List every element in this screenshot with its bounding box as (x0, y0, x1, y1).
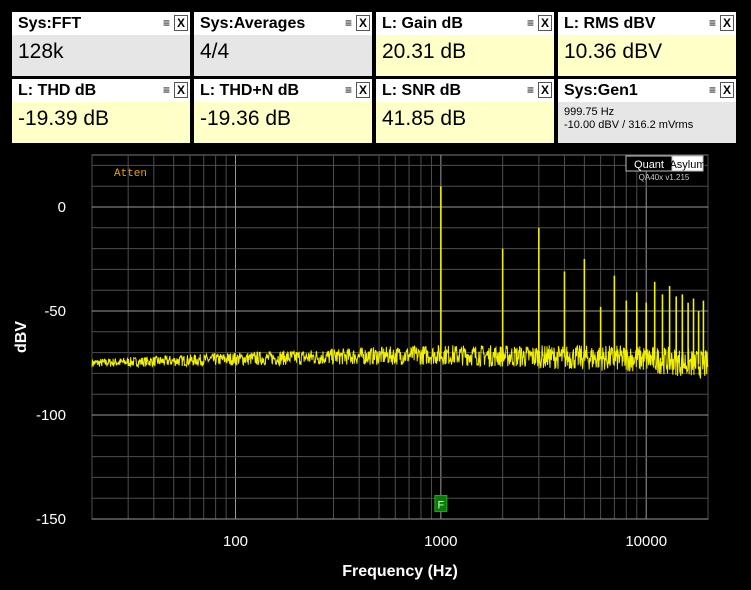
close-icon[interactable]: X (538, 15, 552, 31)
tile-value: 20.31 dB (376, 35, 554, 76)
minimize-icon[interactable]: ≡ (708, 16, 716, 30)
tile-title: L: THD dB (12, 79, 190, 102)
close-icon[interactable]: X (174, 82, 188, 98)
tile-sys-fft[interactable]: Sys:FFT ≡ X 128k (12, 12, 190, 76)
minimize-icon[interactable]: ≡ (526, 16, 534, 30)
tile-controls: ≡ X (160, 15, 188, 32)
minimize-icon[interactable]: ≡ (162, 16, 170, 30)
y-axis-label: dBV (13, 321, 30, 353)
tile-sys-gen1[interactable]: Sys:Gen1 ≡ X 999.75 Hz -10.00 dBV / 316.2 mV… (558, 79, 736, 143)
tile-controls: ≡ X (160, 82, 188, 99)
tile-value: 999.75 Hz -10.00 dBV / 316.2 mVrms (558, 102, 736, 143)
logo-box-b (671, 155, 704, 172)
gen-frequency: 999.75 Hz (564, 106, 615, 118)
tile-sys-averages[interactable]: Sys:Averages ≡ X 4/4 (194, 12, 372, 76)
minimize-icon[interactable]: ≡ (344, 83, 352, 97)
tile-value: 4/4 (194, 35, 372, 76)
tile-value: -19.36 dB (194, 102, 372, 143)
tile-controls: ≡ X (524, 15, 552, 32)
tile-value: 10.36 dBV (558, 35, 736, 76)
close-icon[interactable]: X (720, 82, 734, 98)
atten-annotation: Atten (114, 168, 147, 180)
plot-area (91, 154, 709, 520)
tile-value: 41.85 dB (376, 102, 554, 143)
close-icon[interactable]: X (356, 15, 370, 31)
tile-value: 128k (12, 35, 190, 76)
close-icon[interactable]: X (538, 82, 552, 98)
logo-text-asylum: Asylum (669, 159, 705, 171)
tile-title: Sys:Gen1 (558, 79, 736, 102)
tile-title: Sys:FFT (12, 12, 190, 35)
close-icon[interactable]: X (174, 15, 188, 31)
tile-l-gain-db[interactable]: L: Gain dB ≡ X 20.31 dB (376, 12, 554, 76)
y-tick-label: 0 (58, 199, 66, 216)
spectrum-noise-floor (91, 344, 709, 379)
minimize-icon[interactable]: ≡ (708, 83, 716, 97)
tile-title: L: RMS dBV (558, 12, 736, 35)
tile-l-thd-n-db[interactable]: L: THD+N dB ≡ X -19.36 dB (194, 79, 372, 143)
y-tick-label: -50 (44, 303, 66, 320)
tile-controls: ≡ X (706, 15, 734, 32)
x-tick-label: 1000 (424, 533, 457, 550)
tile-controls: ≡ X (342, 82, 370, 99)
x-axis-label: Frequency (Hz) (342, 563, 458, 580)
tile-value: -19.39 dB (12, 102, 190, 143)
x-tick-label: 100 (223, 533, 248, 550)
tile-controls: ≡ X (342, 15, 370, 32)
tile-l-rms-dbv[interactable]: L: RMS dBV ≡ X 10.36 dBV (558, 12, 736, 76)
tile-l-thd-db[interactable]: L: THD dB ≡ X -19.39 dB (12, 79, 190, 143)
minimize-icon[interactable]: ≡ (344, 16, 352, 30)
y-tick-label: -150 (36, 511, 66, 528)
tile-l-snr-db[interactable]: L: SNR dB ≡ X 41.85 dB (376, 79, 554, 143)
tile-title: L: SNR dB (376, 79, 554, 102)
close-icon[interactable]: X (356, 82, 370, 98)
minimize-icon[interactable]: ≡ (162, 83, 170, 97)
minimize-icon[interactable]: ≡ (526, 83, 534, 97)
logo-text-quant: Quant (634, 159, 664, 171)
y-tick-label: -100 (36, 407, 66, 424)
tile-title: L: THD+N dB (194, 79, 372, 102)
tile-title: Sys:Averages (194, 12, 372, 35)
x-tick-label: 10000 (625, 533, 667, 550)
logo-version: QA40x v1.215 (639, 173, 690, 182)
gen-level: -10.00 dBV / 316.2 mVrms (564, 119, 694, 131)
tile-controls: ≡ X (706, 82, 734, 99)
tile-controls: ≡ X (524, 82, 552, 99)
tile-title: L: Gain dB (376, 12, 554, 35)
frequency-marker (434, 494, 448, 512)
frequency-marker-label: F (437, 499, 444, 511)
close-icon[interactable]: X (720, 15, 734, 31)
